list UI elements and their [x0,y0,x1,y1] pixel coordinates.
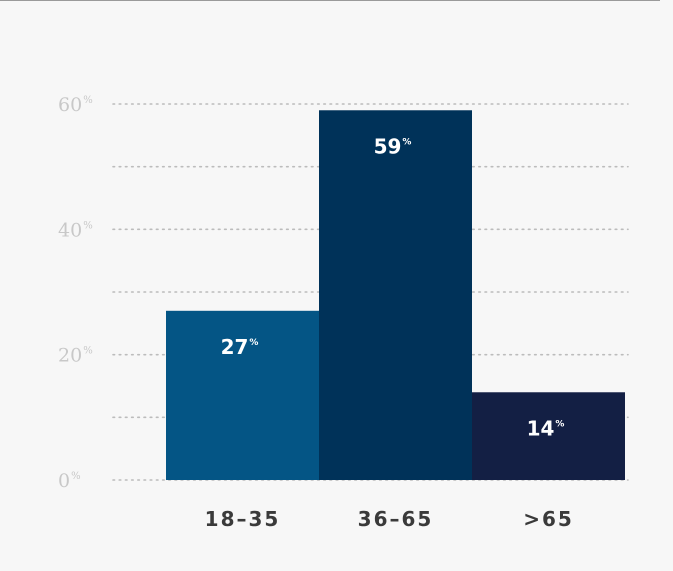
bar-2 [319,110,472,481]
bar-value-unit: % [249,338,258,348]
bar-3 [472,392,625,480]
y-tick-unit: % [83,220,93,231]
y-tick-unit: % [83,346,93,357]
x-category-label: 18–35 [205,507,281,531]
y-axis-ticks: 0% 20% 40% 60% [58,94,93,492]
y-tick-label: 60% [58,94,93,116]
bars [166,110,625,481]
x-axis-categories: 18–35 36–65 >65 [205,507,574,531]
bar-value-labels: 27%59%14% [221,134,565,440]
x-category-label: 36–65 [358,507,434,531]
y-tick-unit: % [83,95,93,106]
bar-value-unit: % [402,137,411,147]
y-tick-label: 40% [58,219,93,241]
bar-1 [166,310,319,480]
y-tick-label: 0% [58,470,81,492]
bar-value-unit: % [555,419,564,429]
top-divider [0,0,660,1]
y-tick-unit: % [71,471,81,482]
y-tick-label: 20% [58,345,93,367]
x-category-label: >65 [523,507,574,531]
